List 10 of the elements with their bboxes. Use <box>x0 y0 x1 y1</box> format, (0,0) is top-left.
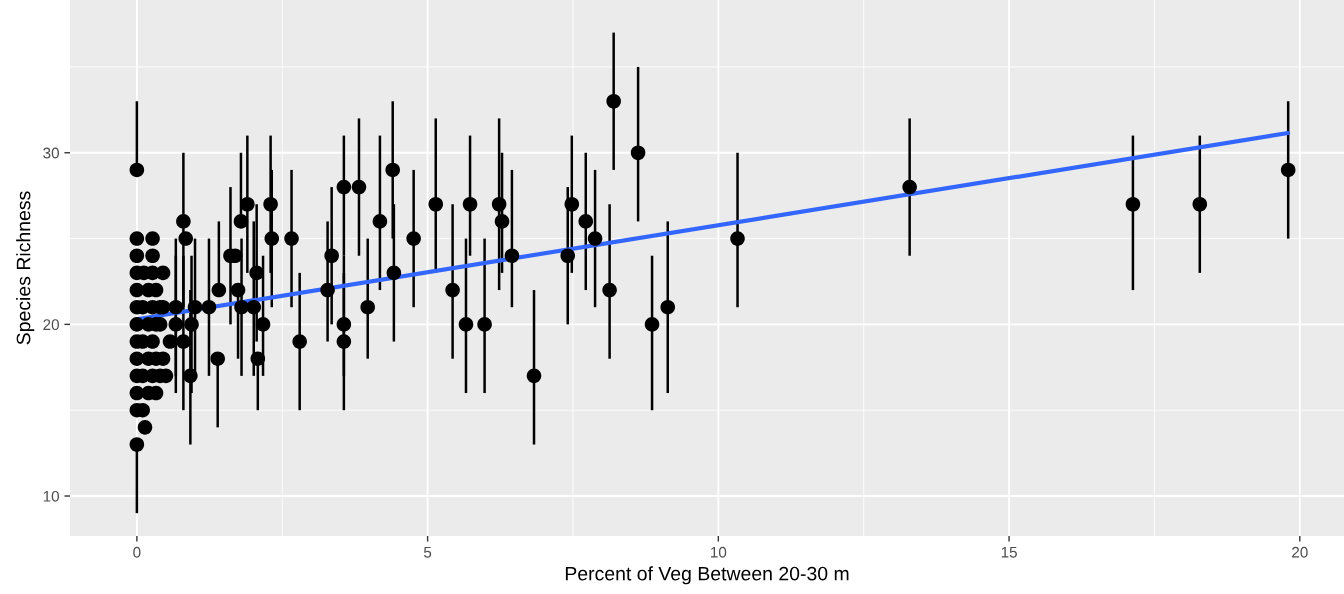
y-tick-label: 20 <box>43 319 59 331</box>
x-axis-title: Percent of Veg Between 20-30 m <box>565 566 849 585</box>
y-tick-label: 30 <box>43 147 59 159</box>
x-tick-label: 0 <box>133 546 141 558</box>
x-tick-label: 15 <box>1001 546 1017 558</box>
x-tick-label: 10 <box>711 546 727 558</box>
x-tick-label: 5 <box>423 546 432 558</box>
x-tick-label: 20 <box>1292 546 1308 558</box>
y-axis-title: Species Richness <box>16 191 35 345</box>
y-tick-label: 10 <box>43 490 59 502</box>
